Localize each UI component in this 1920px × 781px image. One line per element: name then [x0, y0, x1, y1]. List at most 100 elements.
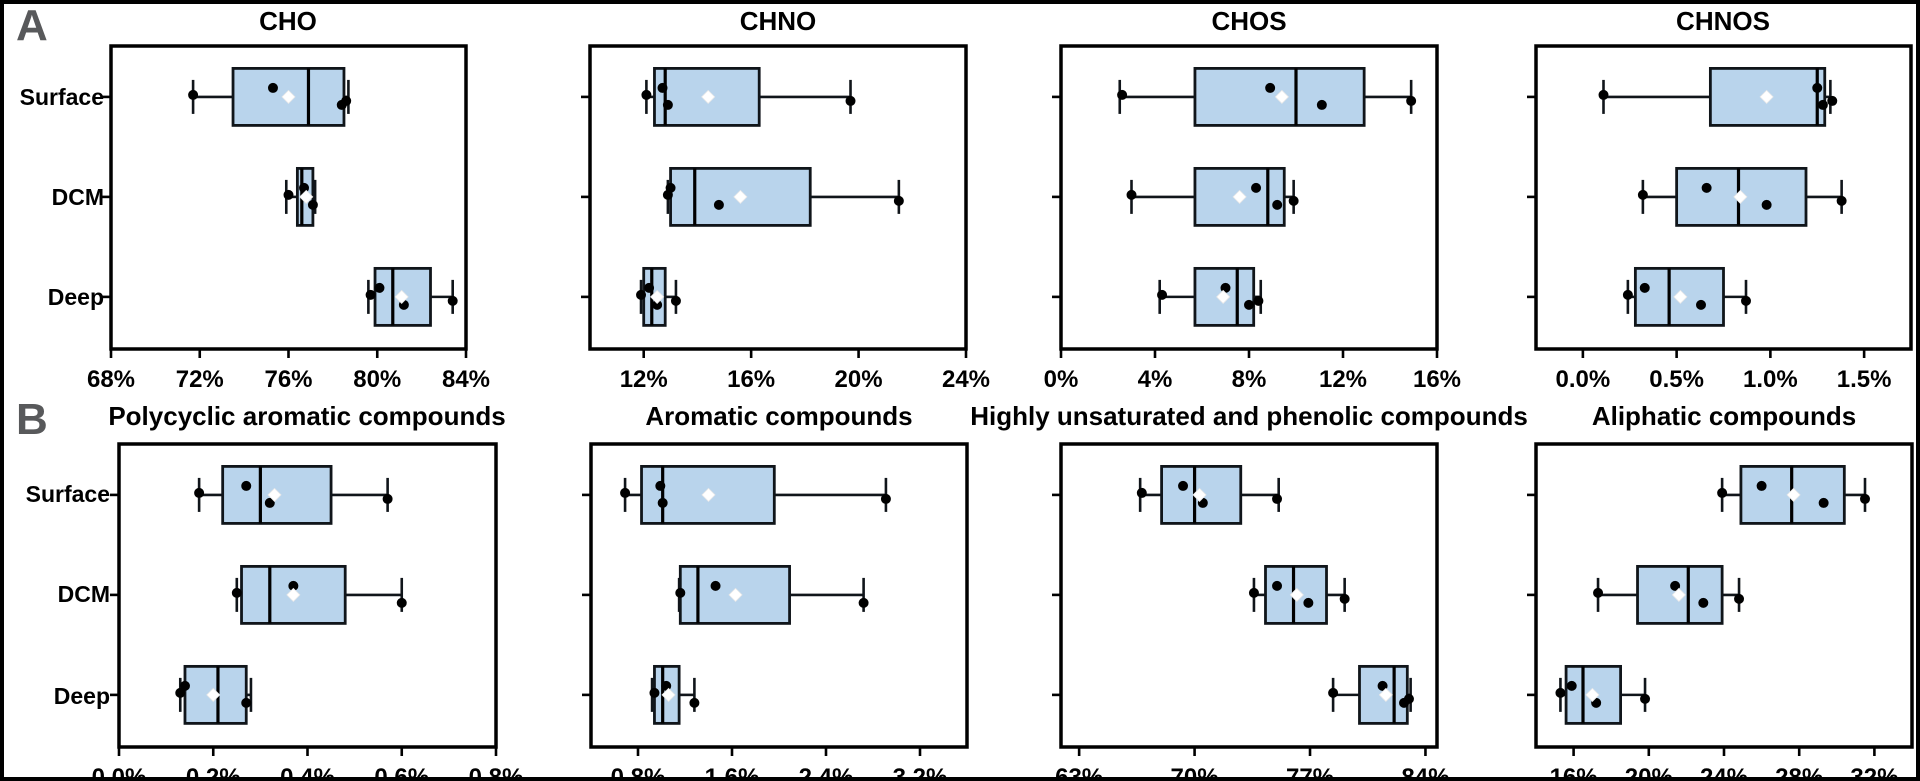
data-point: [1698, 597, 1709, 608]
x-tick-label: 24%: [942, 366, 990, 393]
mean-marker: [267, 487, 282, 502]
mean-marker: [299, 189, 314, 204]
x-tick-label: 16%: [727, 366, 775, 393]
y-axis-label-deep-a: Deep: [47, 284, 104, 310]
boxplot-panel-cho: 68% 72% 76% 80% 84%: [87, 44, 490, 393]
x-tick-label: 1.6%: [705, 764, 760, 781]
mean-marker: [1232, 189, 1247, 204]
mean-marker: [650, 289, 665, 304]
data-point: [1639, 282, 1650, 293]
data-point: [1244, 299, 1254, 310]
mean-marker: [1378, 687, 1393, 702]
data-point: [1248, 587, 1259, 598]
x-tick-label: 0.0%: [92, 764, 147, 781]
plot-border: [589, 442, 969, 749]
data-point: [1406, 95, 1417, 106]
x-tick-label: 20%: [835, 366, 883, 393]
data-point: [1253, 295, 1264, 306]
data-point: [241, 697, 252, 708]
data-point: [1640, 693, 1651, 704]
data-point: [652, 299, 663, 310]
x-tick-label: 28%: [1775, 764, 1823, 781]
plot-border: [1534, 44, 1913, 351]
y-axis-label-surface-a: Surface: [19, 84, 104, 110]
mean-marker: [701, 89, 716, 104]
data-point: [365, 289, 376, 300]
x-tick-label: 77%: [1286, 764, 1334, 781]
y-axis-label-dcm-b: DCM: [57, 581, 110, 607]
data-point: [188, 89, 199, 100]
mean-marker: [728, 587, 743, 602]
panel-title-aromatic: Aromatic compounds: [645, 401, 913, 431]
data-point: [1756, 480, 1767, 491]
data-point: [1272, 199, 1283, 210]
x-tick-label: 32%: [1850, 764, 1898, 781]
mean-marker: [661, 687, 676, 702]
panel-title-aliphatic: Aliphatic compounds: [1591, 401, 1857, 431]
y-axis-label-dcm-a: DCM: [51, 184, 104, 210]
data-point: [1117, 89, 1128, 100]
row-label-b: B: [16, 395, 48, 444]
data-point: [1812, 82, 1823, 93]
panel-title-chos: CHOS: [1211, 6, 1287, 36]
data-point: [341, 95, 352, 106]
panel-title-highly-unsaturated: Highly unsaturated and phenolic compound…: [970, 401, 1528, 431]
mean-marker: [733, 189, 748, 204]
x-tick-label: 4%: [1138, 366, 1173, 393]
data-point: [1126, 189, 1137, 200]
panel-title-cho: CHO: [259, 6, 317, 36]
data-point: [1593, 587, 1604, 598]
data-point: [1696, 299, 1706, 310]
data-point: [1827, 95, 1838, 106]
data-point: [1818, 497, 1829, 508]
data-point: [710, 580, 721, 591]
plot-border: [109, 44, 468, 351]
mean-marker: [286, 587, 301, 602]
mean-marker: [1585, 687, 1600, 702]
data-point: [382, 493, 393, 504]
data-point: [880, 493, 891, 504]
data-point: [636, 289, 647, 300]
data-point: [1566, 680, 1577, 691]
data-point: [1734, 593, 1745, 604]
mean-marker: [206, 687, 221, 702]
data-point: [1288, 195, 1299, 206]
data-point: [283, 189, 294, 200]
data-point: [644, 282, 655, 293]
boxplot-panel-aliphatic: 16% 20% 24% 28% 32%: [1527, 442, 1914, 781]
boxplot-panel-chnos: 0.0% 0.5% 1.0% 1.5%: [1527, 44, 1913, 393]
x-tick-label: 0%: [1044, 366, 1079, 393]
data-point: [620, 487, 631, 498]
x-tick-label: 68%: [87, 366, 135, 393]
data-point: [396, 597, 407, 608]
x-tick-label: 0.8%: [611, 764, 666, 781]
data-point: [1622, 289, 1633, 300]
x-tick-label: 63%: [1055, 764, 1103, 781]
data-point: [1670, 580, 1681, 591]
data-point: [194, 487, 205, 498]
data-point: [1178, 480, 1189, 491]
mean-marker: [1274, 89, 1289, 104]
mean-marker: [1733, 189, 1748, 204]
panel-title-chnos: CHNOS: [1676, 6, 1770, 36]
x-tick-label: 3.2%: [893, 764, 948, 781]
data-point: [858, 597, 869, 608]
data-point: [1741, 295, 1751, 306]
data-point: [264, 497, 275, 508]
data-point: [447, 295, 458, 306]
x-tick-label: 0.4%: [280, 764, 335, 781]
x-tick-label: 16%: [1550, 764, 1598, 781]
x-tick-label: 0.0%: [1556, 366, 1611, 393]
boxplot-panel-polycyclic: 0.0% 0.2% 0.4% 0.6% 0.8%: [92, 442, 523, 781]
y-axis-label-deep-b: Deep: [53, 683, 110, 709]
data-point: [1265, 82, 1276, 93]
data-point: [1377, 680, 1388, 691]
plot-border: [1059, 44, 1439, 351]
x-tick-label: 16%: [1413, 366, 1461, 393]
x-tick-label: 2.4%: [799, 764, 854, 781]
plot-border: [117, 442, 498, 749]
data-point: [893, 195, 904, 206]
data-point: [1272, 580, 1283, 591]
panel-title-polycyclic: Polycyclic aromatic compounds: [108, 401, 506, 431]
